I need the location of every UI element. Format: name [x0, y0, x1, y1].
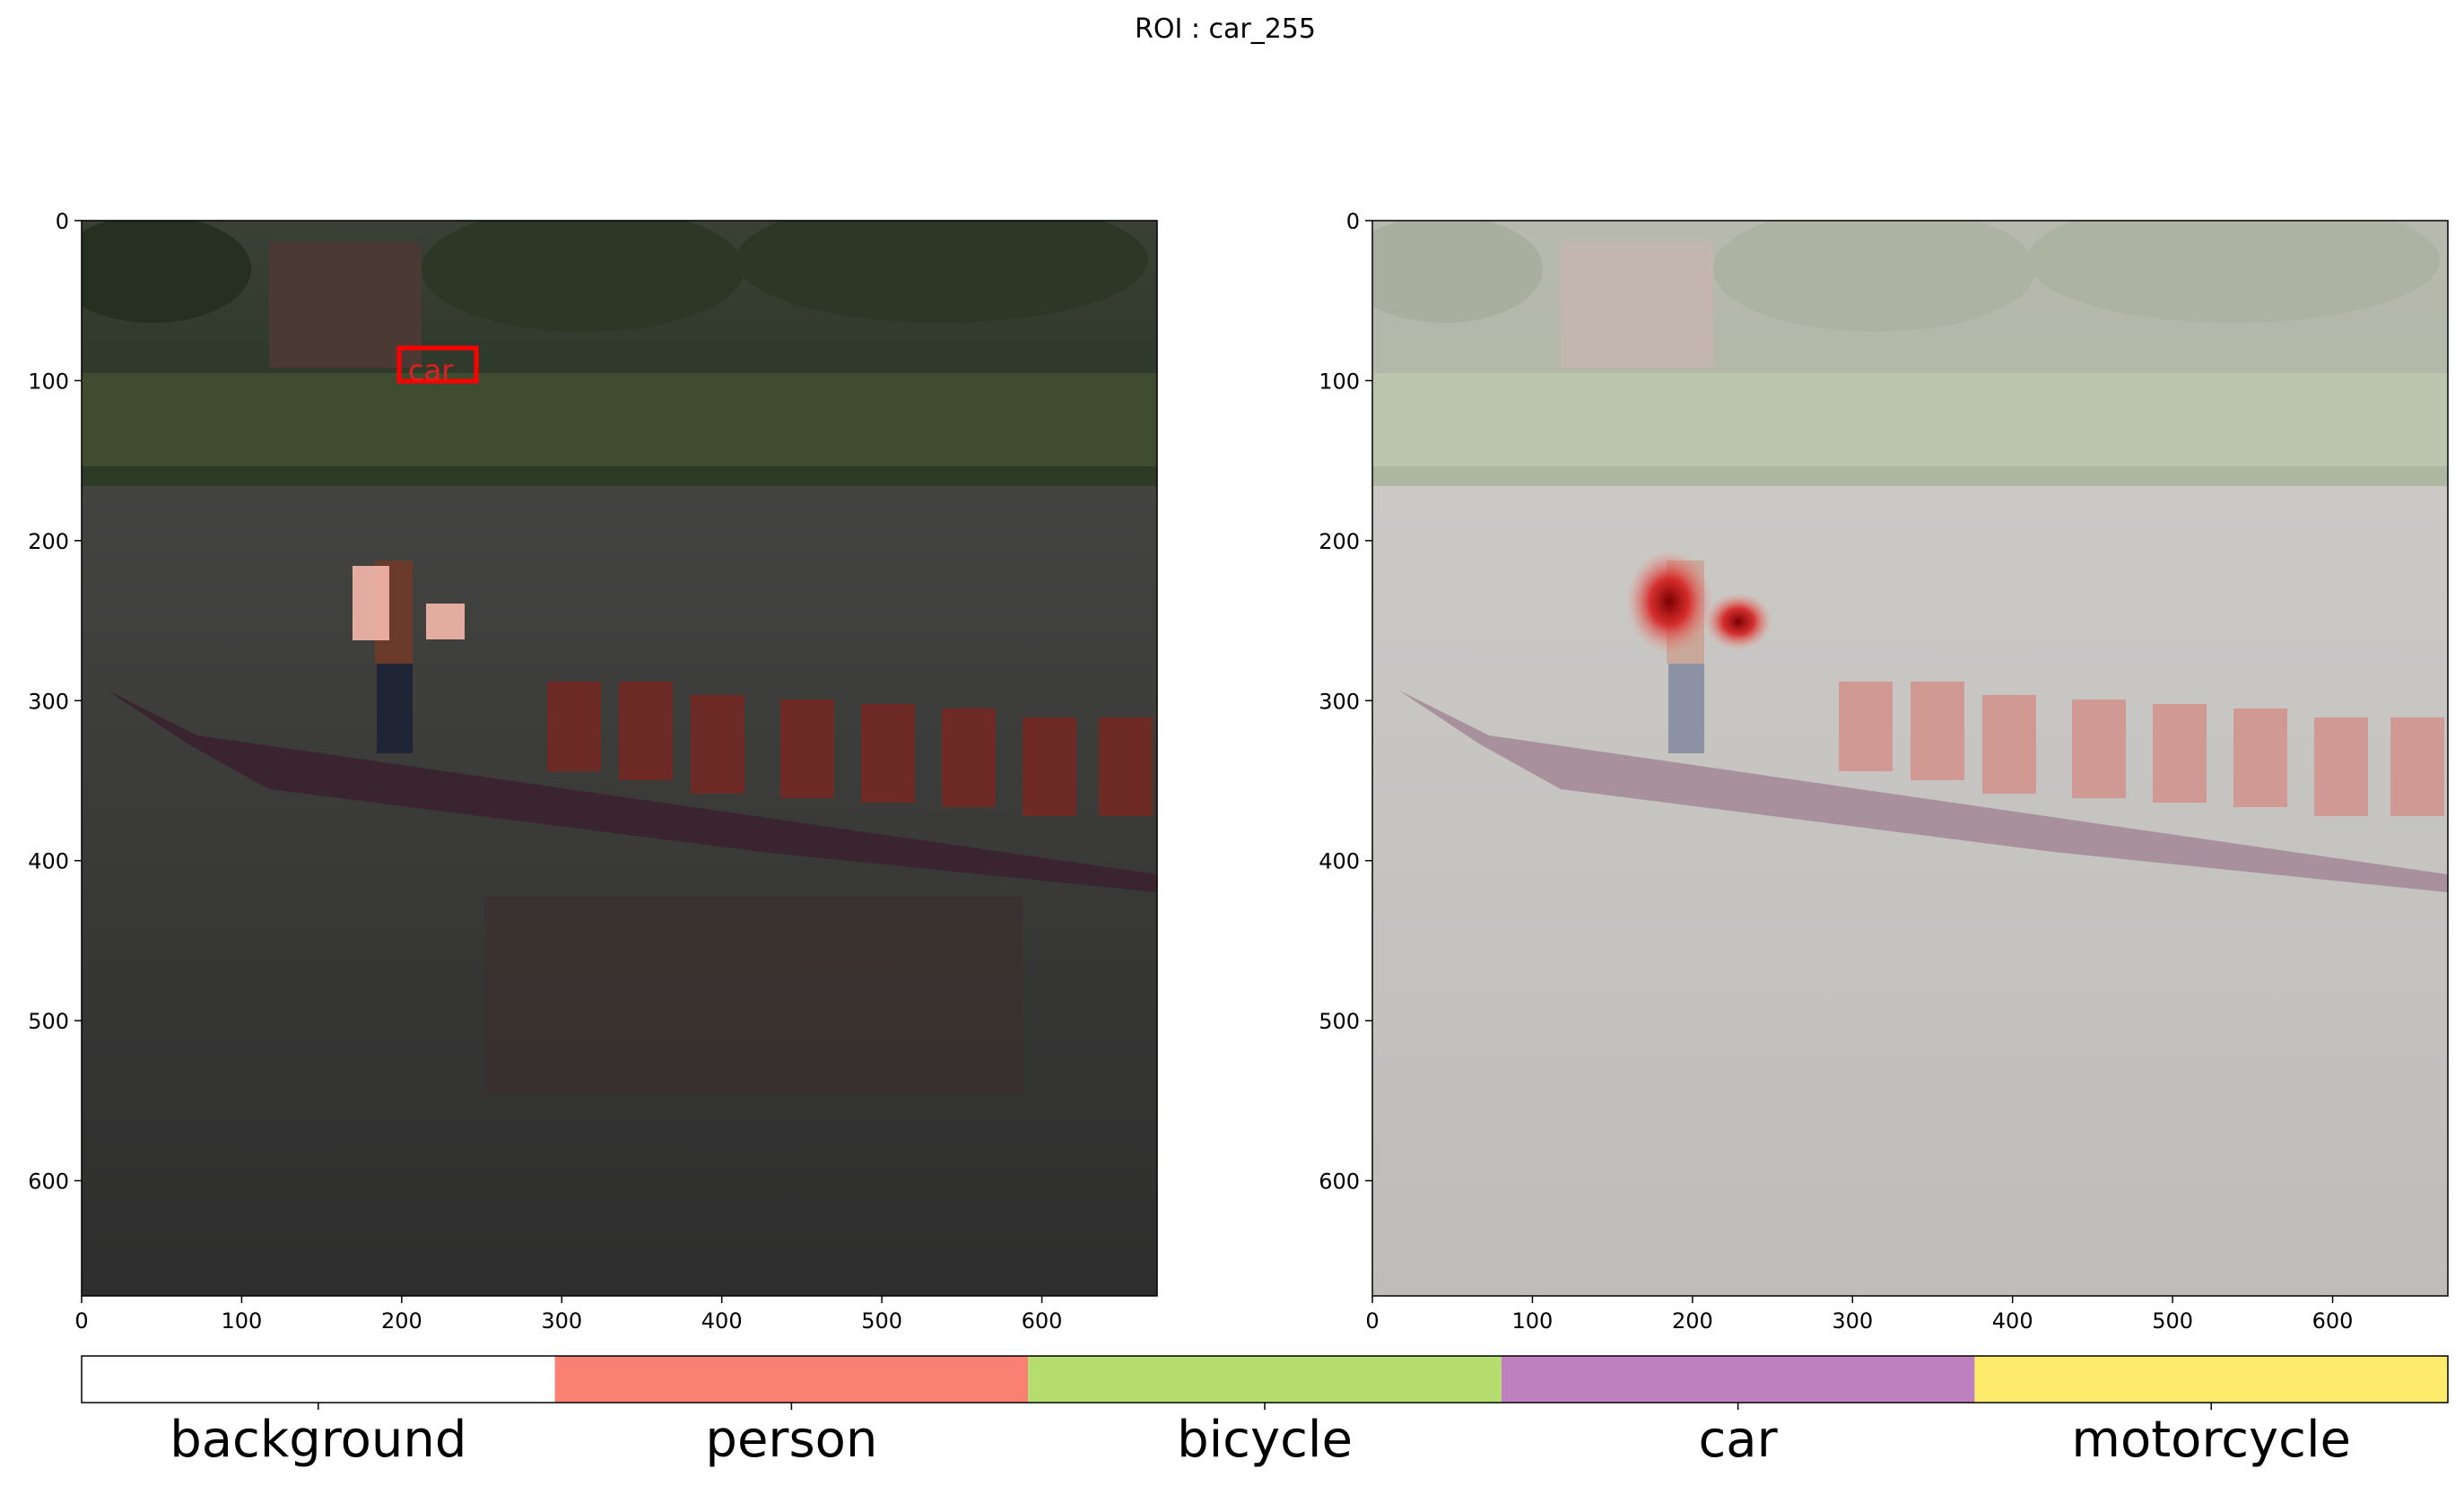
roi-box-label: car	[408, 353, 454, 387]
class-color-bar: background person bicycle car motorcycle	[81, 1355, 2449, 1469]
class-bar-frame	[81, 1355, 2449, 1403]
right-xtick-label: 0	[1365, 1308, 1379, 1334]
right-ytick-label: 100	[1319, 369, 1360, 394]
class-label-person: person	[705, 1411, 877, 1469]
left-ytick-label: 400	[28, 849, 69, 874]
class-label-background: background	[170, 1411, 466, 1469]
right-axes-frame	[1371, 220, 2449, 1297]
class-swatch-person	[554, 1356, 1029, 1403]
left-image-panel: car	[82, 221, 1157, 1296]
right-xtick-label: 300	[1832, 1308, 1873, 1334]
right-photo	[1372, 221, 2448, 1296]
class-label-motorcycle: motorcycle	[2071, 1411, 2351, 1469]
class-label-car: car	[1699, 1411, 1779, 1469]
left-ytick-label: 300	[28, 689, 69, 714]
left-xtick-label: 600	[1022, 1308, 1063, 1334]
right-axis-ticks: 0 100 200 300 400 500 600 0 100 200 300 400 500 600	[1319, 209, 2353, 1334]
left-ytick-label: 500	[28, 1009, 69, 1034]
right-xtick-label: 100	[1512, 1308, 1554, 1334]
class-swatch-bicycle	[1028, 1356, 1502, 1403]
left-ytick-label: 600	[28, 1169, 69, 1195]
class-swatch-car	[1501, 1356, 1975, 1403]
class-swatch-motorcycle	[1974, 1356, 2448, 1403]
class-swatch-background	[82, 1356, 555, 1403]
left-ytick-label: 200	[28, 529, 69, 554]
roi-box	[396, 345, 479, 384]
left-xtick-label: 100	[222, 1308, 263, 1334]
figure-suptitle: ROI : car_255	[1135, 13, 1316, 45]
right-xtick-label: 400	[1992, 1308, 2033, 1334]
left-ytick-label: 100	[28, 369, 69, 394]
right-ytick-label: 500	[1319, 1009, 1360, 1034]
right-activation-hotspots	[1626, 550, 1772, 654]
left-xtick-label: 0	[74, 1308, 88, 1334]
right-ytick-label: 400	[1319, 849, 1360, 874]
right-xtick-label: 200	[1672, 1308, 1713, 1334]
left-xtick-label: 200	[381, 1308, 422, 1334]
left-xtick-label: 500	[861, 1308, 902, 1334]
right-ytick-label: 200	[1319, 529, 1360, 554]
left-xtick-label: 300	[541, 1308, 582, 1334]
right-ytick-label: 0	[1346, 209, 1360, 234]
right-xtick-label: 500	[2152, 1308, 2193, 1334]
left-activation-patches	[353, 566, 465, 640]
right-image-panel	[1372, 221, 2448, 1296]
left-axis-ticks: 0 100 200 300 400 500 600 0 100 200 300 400 500 600	[28, 209, 1062, 1334]
right-xtick-label: 600	[2312, 1308, 2354, 1334]
class-label-bicycle: bicycle	[1177, 1411, 1353, 1469]
right-ytick-label: 600	[1319, 1169, 1360, 1195]
left-ytick-label: 0	[56, 209, 69, 234]
left-photo	[82, 221, 1157, 1296]
left-xtick-label: 400	[701, 1308, 743, 1334]
left-axes-frame	[81, 220, 1158, 1297]
right-ytick-label: 300	[1319, 689, 1360, 714]
